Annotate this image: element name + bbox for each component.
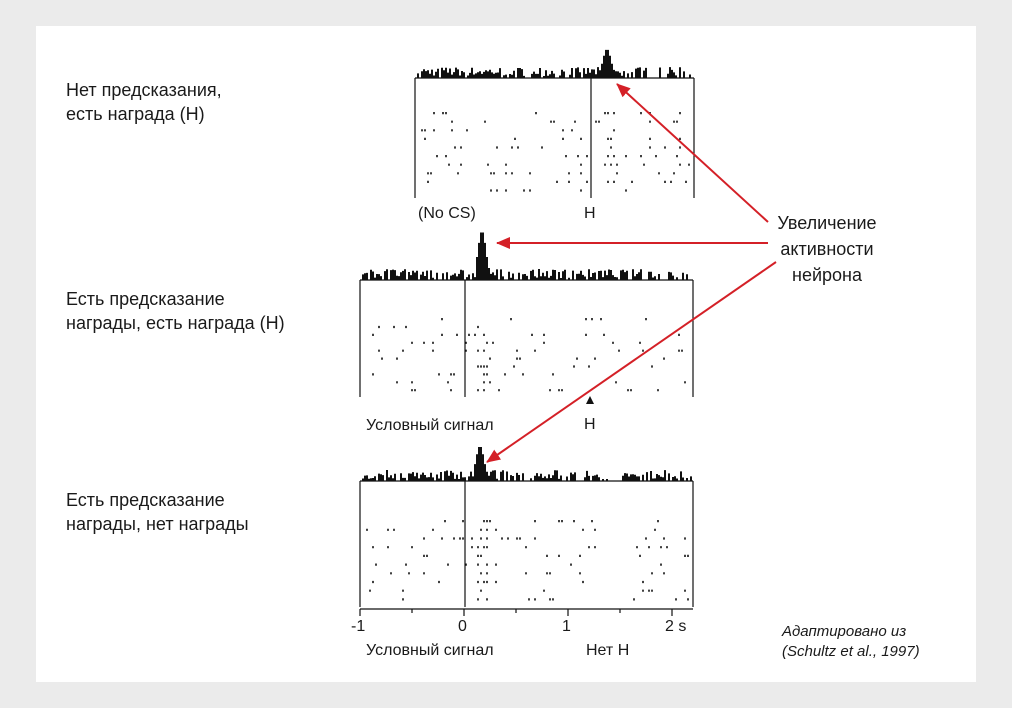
activity-increase-annotation: Увеличение активности нейрона [777,213,877,285]
x-tick-label: 1 [562,618,571,635]
panel-1-no-cs-label: (No CS) [418,205,476,222]
panel-2-histogram [362,232,688,280]
figure-card [36,26,976,682]
panel-3-raster [366,520,689,601]
arrow-to-panel-1-peak [616,83,769,223]
panel-1-reward-label: Н [584,205,596,222]
panel-2-reward-label: Н [584,416,596,433]
arrowhead-up-icon [586,396,594,404]
panel-2-label: Есть предсказание награды, есть награда … [66,289,285,333]
panel-3-label: Есть предсказание награды, нет награды [66,490,249,534]
panel-2-cs-label: Условный сигнал [366,417,494,434]
panel-3-histogram [362,447,692,481]
panel-3-cs-label: Условный сигнал [366,642,494,659]
x-tick-label: -1 [351,618,366,635]
panel-3-no-reward-label: Нет Н [586,642,630,659]
arrow-to-panel-3-peak [486,261,777,463]
x-tick-label: 2 s [665,618,687,635]
source-credit: Адаптировано из (Schultz et al., 1997) [782,623,920,660]
panel-1-raster [421,112,690,192]
panel-1-label: Нет предсказания, есть награда (Н) [66,80,222,124]
x-tick-label: 0 [458,618,467,635]
panel-1-histogram [417,49,691,78]
panel-2-raster [372,318,686,392]
